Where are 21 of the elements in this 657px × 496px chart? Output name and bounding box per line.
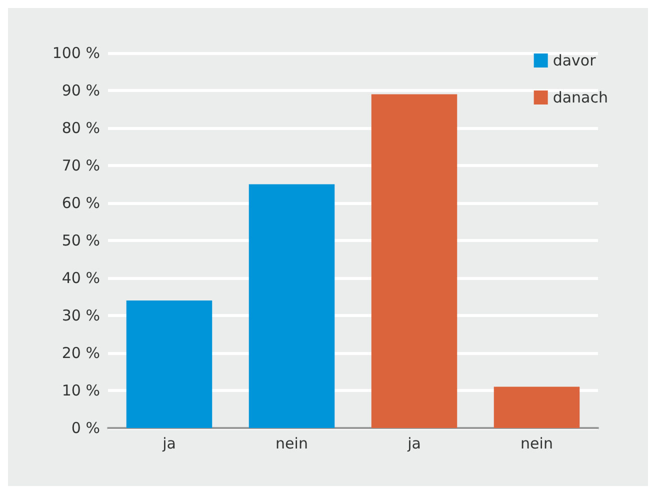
legend-label: davor [552,52,597,70]
bar [494,386,580,428]
x-tick-label: nein [276,434,308,452]
bar [126,300,212,428]
x-tick-label: nein [520,434,553,452]
bar [248,184,335,428]
y-tick-label: 0 % [71,419,100,437]
y-tick-label: 100 % [52,44,100,62]
y-tick-label: 50 % [62,232,100,250]
y-tick-label: 40 % [62,269,100,287]
y-tick-label: 10 % [62,382,100,400]
bar [371,94,458,428]
legend-label: danach [552,88,608,106]
y-tick-label: 30 % [62,306,100,324]
y-tick-label: 60 % [62,194,100,212]
x-tick-label: ja [162,434,176,452]
y-tick-label: 90 % [62,82,100,100]
x-tick-label: ja [406,434,421,452]
y-tick-label: 80 % [62,119,100,137]
y-tick-label: 70 % [62,156,100,174]
y-tick-label: 20 % [62,344,100,362]
